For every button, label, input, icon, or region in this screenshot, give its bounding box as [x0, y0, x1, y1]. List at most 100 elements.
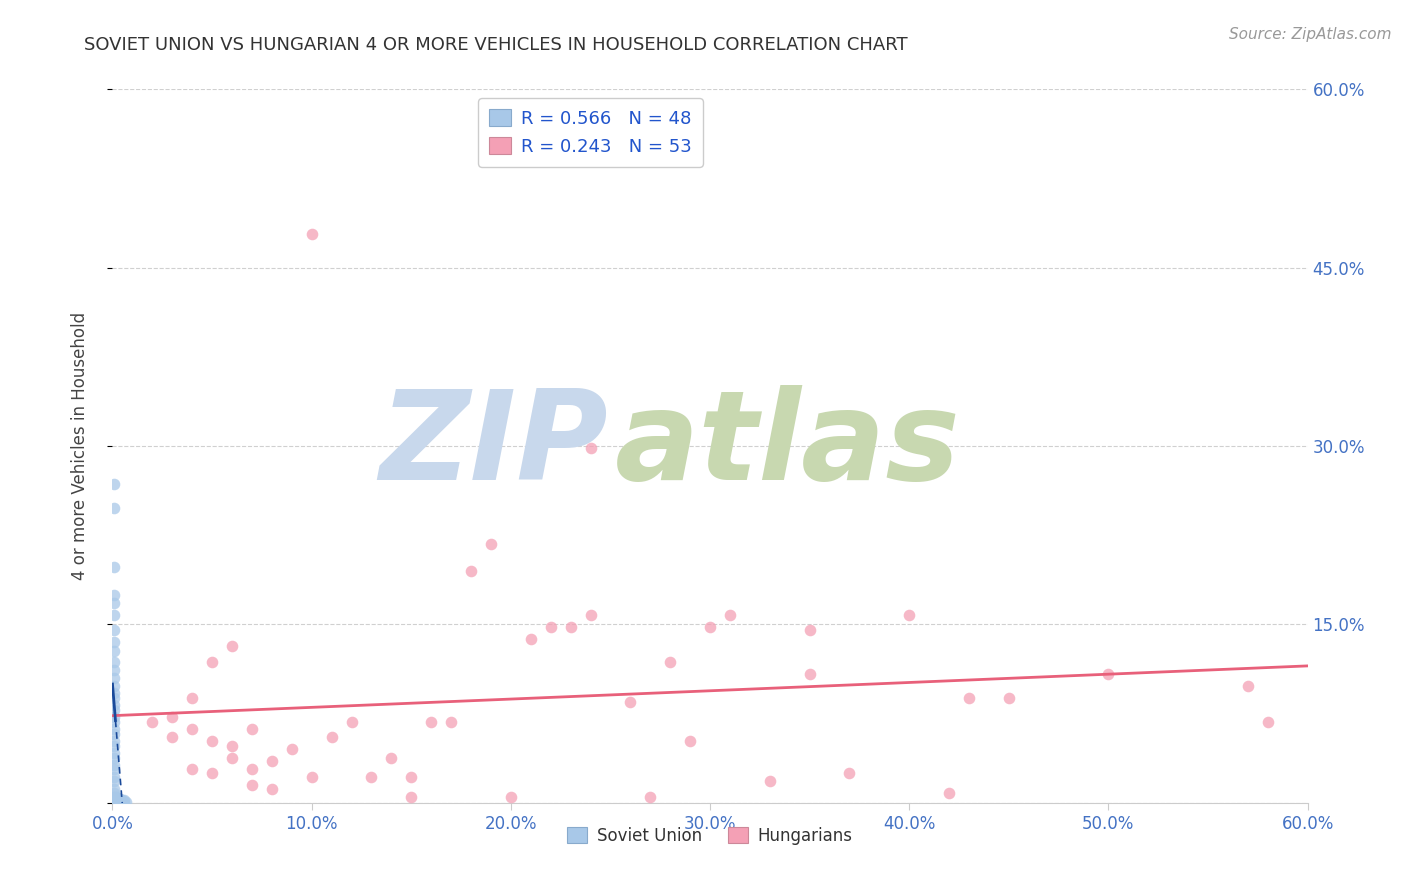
Text: ZIP: ZIP	[380, 385, 609, 507]
Point	[162, 731, 183, 745]
Point	[221, 750, 243, 764]
Point	[799, 667, 821, 681]
Text: Source: ZipAtlas.com: Source: ZipAtlas.com	[1229, 27, 1392, 42]
Point	[103, 714, 125, 729]
Point	[105, 795, 128, 809]
Point	[718, 607, 741, 622]
Point	[221, 639, 243, 653]
Point	[103, 789, 125, 804]
Point	[479, 536, 502, 550]
Point	[103, 792, 125, 806]
Point	[103, 635, 125, 649]
Point	[679, 734, 702, 748]
Point	[103, 643, 125, 657]
Point	[898, 607, 921, 622]
Point	[103, 727, 125, 741]
Point	[540, 620, 562, 634]
Point	[103, 750, 125, 764]
Point	[401, 789, 423, 804]
Point	[103, 663, 125, 677]
Point	[103, 774, 125, 789]
Point	[560, 620, 582, 634]
Point	[103, 560, 125, 574]
Point	[110, 792, 132, 806]
Point	[380, 750, 402, 764]
Point	[115, 795, 138, 809]
Point	[103, 656, 125, 670]
Point	[240, 763, 263, 777]
Point	[201, 734, 224, 748]
Point	[103, 596, 125, 610]
Point	[699, 620, 721, 634]
Point	[301, 770, 323, 784]
Point	[103, 734, 125, 748]
Point	[440, 714, 463, 729]
Point	[103, 679, 125, 693]
Point	[759, 774, 782, 789]
Point	[301, 227, 323, 242]
Point	[103, 607, 125, 622]
Point	[181, 691, 204, 706]
Legend: Soviet Union, Hungarians: Soviet Union, Hungarians	[561, 821, 859, 852]
Point	[619, 695, 641, 709]
Text: atlas: atlas	[614, 385, 960, 507]
Point	[103, 786, 125, 800]
Point	[107, 791, 129, 805]
Point	[103, 624, 125, 638]
Point	[360, 770, 382, 784]
Point	[103, 588, 125, 602]
Point	[460, 564, 482, 578]
Point	[938, 786, 960, 800]
Point	[957, 691, 980, 706]
Point	[659, 656, 682, 670]
Point	[103, 686, 125, 700]
Text: SOVIET UNION VS HUNGARIAN 4 OR MORE VEHICLES IN HOUSEHOLD CORRELATION CHART: SOVIET UNION VS HUNGARIAN 4 OR MORE VEHI…	[84, 36, 908, 54]
Point	[420, 714, 443, 729]
Point	[201, 766, 224, 780]
Point	[105, 789, 128, 804]
Point	[799, 624, 821, 638]
Point	[110, 795, 132, 809]
Point	[1257, 714, 1279, 729]
Point	[520, 632, 543, 646]
Point	[103, 477, 125, 491]
Point	[340, 714, 363, 729]
Point	[181, 722, 204, 736]
Point	[103, 746, 125, 760]
Point	[107, 793, 129, 807]
Point	[1097, 667, 1119, 681]
Point	[114, 795, 135, 809]
Point	[103, 757, 125, 772]
Point	[103, 500, 125, 515]
Point	[240, 778, 263, 792]
Point	[181, 763, 204, 777]
Point	[141, 714, 163, 729]
Point	[103, 770, 125, 784]
Point	[499, 789, 522, 804]
Point	[103, 698, 125, 713]
Point	[162, 710, 183, 724]
Point	[998, 691, 1021, 706]
Point	[321, 731, 343, 745]
Point	[281, 742, 304, 756]
Point	[838, 766, 860, 780]
Point	[579, 442, 602, 456]
Point	[103, 710, 125, 724]
Point	[103, 703, 125, 717]
Point	[111, 795, 134, 809]
Point	[103, 739, 125, 753]
Point	[579, 607, 602, 622]
Point	[107, 795, 129, 809]
Point	[201, 656, 224, 670]
Point	[103, 671, 125, 685]
Point	[111, 793, 134, 807]
Point	[103, 763, 125, 777]
Point	[640, 789, 662, 804]
Point	[401, 770, 423, 784]
Point	[103, 781, 125, 796]
Point	[105, 792, 128, 806]
Y-axis label: 4 or more Vehicles in Household: 4 or more Vehicles in Household	[70, 312, 89, 580]
Point	[260, 781, 283, 796]
Point	[103, 691, 125, 706]
Point	[103, 795, 125, 809]
